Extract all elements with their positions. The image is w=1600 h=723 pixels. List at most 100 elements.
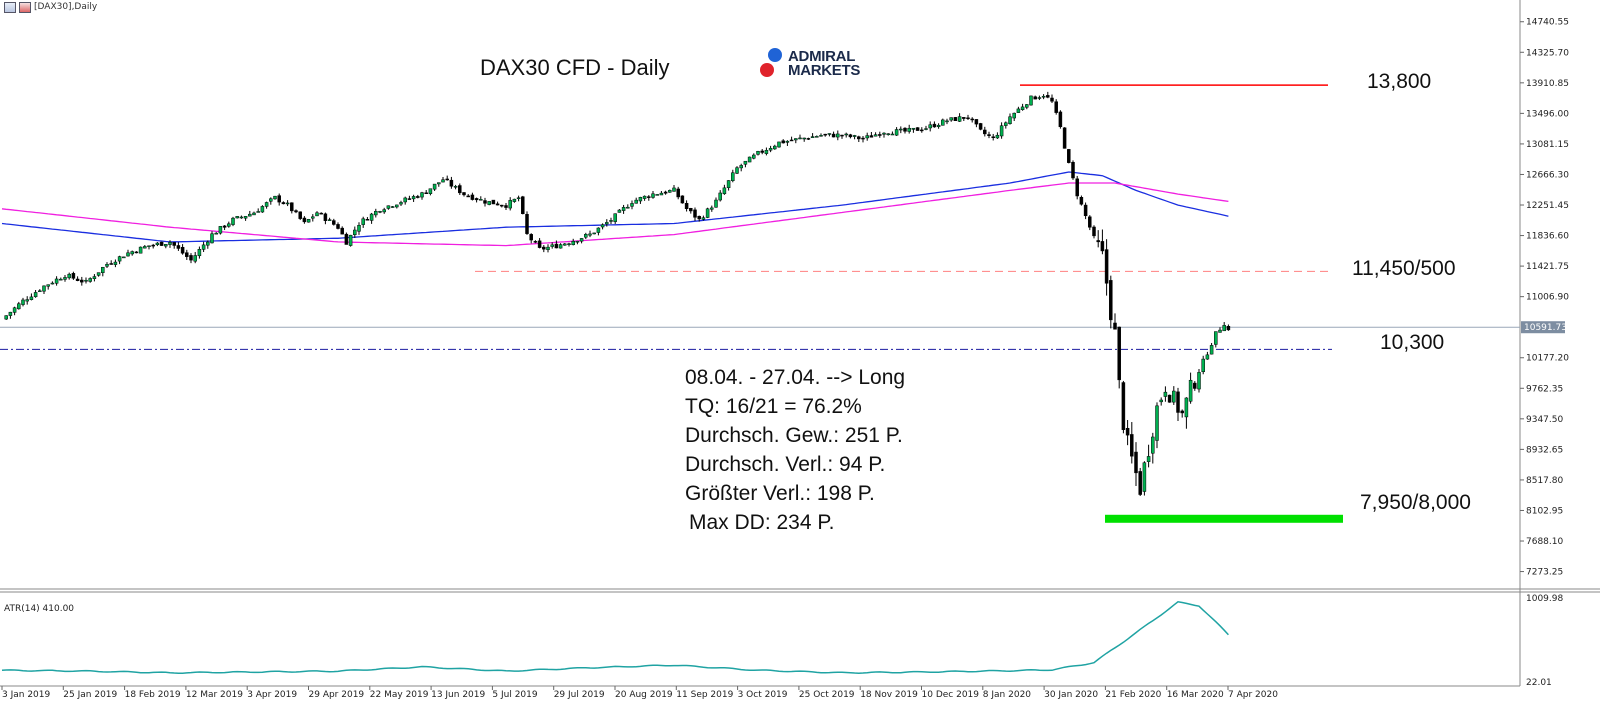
- candle-body: [836, 133, 840, 138]
- candle-body: [512, 198, 517, 202]
- candle-body: [277, 195, 281, 203]
- x-tick-label: 3 Jan 2019: [2, 690, 50, 700]
- candle-body: [991, 136, 995, 138]
- candle-body: [1201, 358, 1205, 372]
- candle-body: [71, 273, 76, 279]
- candle-body: [1193, 382, 1197, 389]
- candle-body: [1222, 325, 1226, 332]
- candle-body: [798, 137, 802, 140]
- candle-body: [88, 278, 92, 282]
- y-tick-label: 11836.60: [1526, 232, 1569, 242]
- candle-body: [155, 242, 160, 246]
- candle-body: [638, 197, 643, 202]
- candle-body: [1054, 101, 1058, 113]
- candle-body: [302, 217, 307, 223]
- candle-body: [878, 134, 882, 136]
- candle-body: [252, 212, 256, 216]
- y-tick-label: 11421.75: [1526, 262, 1569, 272]
- candle-body: [605, 222, 609, 225]
- candle-body: [273, 195, 277, 200]
- candle-body: [29, 296, 34, 300]
- candle-body: [1205, 354, 1210, 360]
- candle-body: [80, 279, 84, 283]
- logo-red-dot-icon: [760, 63, 774, 77]
- candle-body: [1041, 95, 1046, 98]
- candle-body: [890, 133, 895, 136]
- candle-body: [1159, 399, 1163, 403]
- candle-body: [54, 278, 59, 284]
- y-tick-label: 12251.45: [1526, 201, 1569, 211]
- candle-body: [382, 209, 386, 213]
- candle-body: [621, 207, 626, 211]
- candle-body: [634, 199, 638, 204]
- candle-body: [193, 255, 197, 262]
- candle-body: [495, 203, 500, 206]
- candle-body: [521, 196, 525, 215]
- candle-body: [869, 135, 874, 138]
- x-tick-label: 10 Dec 2019: [922, 690, 980, 700]
- candle-body: [550, 244, 554, 247]
- atr-indicator-label: ATR(14) 410.00: [4, 604, 75, 614]
- candle-body: [1130, 434, 1134, 457]
- candle-body: [684, 203, 689, 210]
- candle-body: [789, 139, 794, 142]
- candle-body: [197, 249, 202, 257]
- chart-title: DAX30 CFD - Daily: [480, 55, 670, 80]
- candle-body: [844, 133, 848, 136]
- logo-line1: ADMIRAL: [788, 48, 856, 65]
- candle-body: [882, 132, 886, 135]
- candle-body: [504, 205, 508, 208]
- candle-body: [936, 124, 941, 128]
- candle-body: [441, 179, 445, 183]
- candle-body: [663, 191, 668, 194]
- candle-body: [227, 223, 231, 227]
- candle-body: [474, 198, 479, 201]
- candle-body: [1151, 436, 1155, 454]
- candle-body: [470, 194, 475, 200]
- candle-body: [701, 217, 706, 220]
- candle-body: [873, 134, 878, 137]
- candle-body: [592, 232, 596, 235]
- candle-body: [327, 219, 332, 221]
- candle-body: [907, 127, 911, 132]
- candle-body: [672, 187, 676, 192]
- level-label-7950: 7,950/8,000: [1360, 491, 1471, 514]
- candle-body: [1083, 204, 1088, 217]
- candle-body: [151, 244, 155, 247]
- x-tick-label: 5 Jul 2019: [492, 690, 537, 700]
- candle-body: [432, 183, 437, 190]
- candle-body: [59, 278, 63, 281]
- candle-body: [67, 273, 71, 279]
- candle-body: [1138, 471, 1142, 495]
- candle-body: [1226, 326, 1231, 331]
- candle-body: [164, 244, 168, 247]
- candle-body: [420, 192, 424, 198]
- candle-body: [4, 315, 8, 320]
- candle-body: [260, 206, 265, 213]
- y-tick-label: 11006.90: [1526, 293, 1569, 303]
- candle-body: [403, 197, 407, 203]
- candle-body: [659, 192, 664, 196]
- candle-body: [256, 211, 260, 213]
- candle-body: [185, 252, 189, 257]
- candle-body: [122, 256, 126, 259]
- candle-body: [865, 135, 869, 139]
- candle-body: [626, 206, 630, 209]
- candle-body: [861, 137, 865, 140]
- y-tick-label: 7688.10: [1526, 537, 1563, 547]
- candle-body: [1184, 397, 1189, 418]
- candle-body: [357, 224, 361, 232]
- candle-body: [1008, 116, 1012, 124]
- candle-body: [647, 196, 651, 198]
- x-tick-label: 30 Jan 2020: [1044, 690, 1098, 700]
- candle-body: [239, 216, 244, 219]
- candle-body: [281, 202, 286, 205]
- candle-body: [285, 202, 290, 205]
- candle-body: [1100, 241, 1105, 252]
- candle-body: [722, 187, 727, 195]
- x-tick-label: 11 Sep 2019: [676, 690, 733, 700]
- candle-body: [953, 117, 958, 121]
- candle-body: [1163, 391, 1168, 397]
- candle-body: [508, 200, 512, 209]
- candle-body: [1121, 382, 1126, 430]
